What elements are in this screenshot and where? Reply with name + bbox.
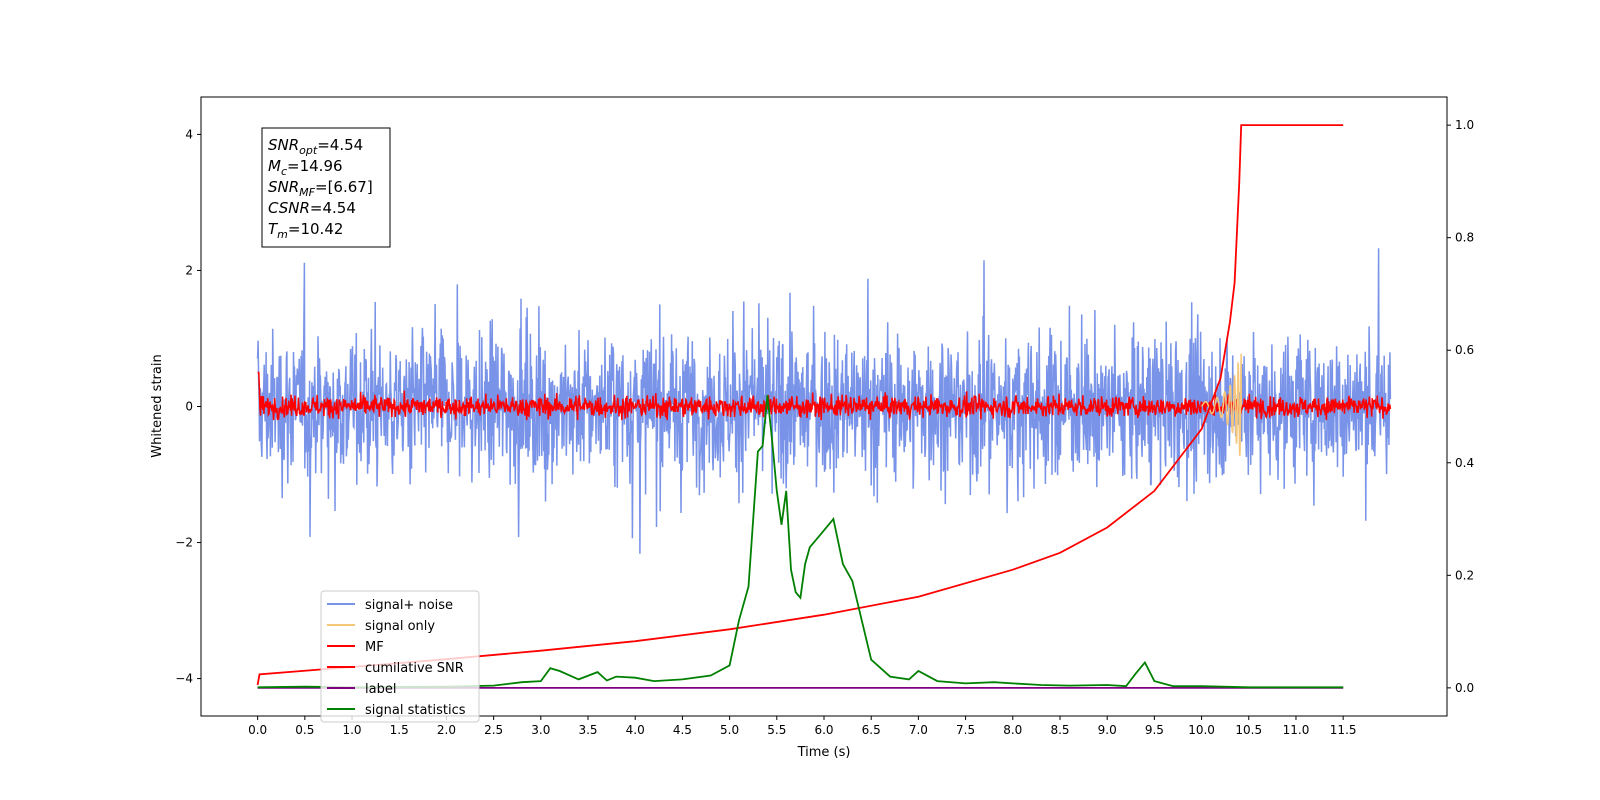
- y-tick-label: 0: [185, 400, 193, 414]
- x-tick-label: 10.0: [1188, 723, 1215, 737]
- x-tick-label: 10.5: [1235, 723, 1262, 737]
- y-axis-label: Whitened strain: [150, 354, 165, 457]
- series-signal-statistics: [257, 395, 1344, 689]
- info-line: Tm=10.42: [268, 220, 343, 241]
- y-tick-label: 4: [185, 127, 193, 141]
- x-tick-label: 3.0: [531, 723, 550, 737]
- x-axis-label: Time (s): [797, 745, 851, 760]
- y2-tick-label: 0.4: [1455, 456, 1474, 470]
- y2-tick-label: 0.2: [1455, 568, 1474, 582]
- legend-frame: [320, 590, 480, 723]
- x-tick-label: 1.5: [390, 723, 409, 737]
- info-line: SNRMF=[6.67]: [268, 178, 373, 199]
- x-tick-label: 0.0: [248, 723, 267, 737]
- x-tick-label: 4.5: [673, 723, 692, 737]
- legend-label: signal+ noise: [365, 598, 453, 613]
- x-tick-label: 5.5: [767, 723, 786, 737]
- y2-axis-ticks: 1.0 0.8 0.6 0.4 0.2 0.0: [1447, 118, 1474, 695]
- x-tick-label: 0.5: [295, 723, 314, 737]
- series-signal-only: [1201, 353, 1242, 456]
- x-tick-label: 8.0: [1003, 723, 1022, 737]
- legend-label: cumilative SNR: [365, 661, 464, 676]
- x-axis-ticks: 0.0 0.5 1.0 1.5 2.0 2.5 3.0 3.5 4.0 4.5 5.0 5.5 6.0 6…: [248, 716, 1357, 737]
- legend-label: label: [365, 682, 396, 697]
- x-tick-label: 2.0: [437, 723, 456, 737]
- x-tick-label: 8.5: [1050, 723, 1069, 737]
- y-axis-ticks: 4 2 0 −2 −4: [175, 127, 201, 686]
- x-tick-label: 4.0: [626, 723, 645, 737]
- x-tick-label: 2.5: [484, 723, 503, 737]
- x-tick-label: 1.0: [342, 723, 361, 737]
- y-tick-label: −2: [175, 536, 193, 550]
- info-box: SNRopt=4.54Mc=14.96SNRMF=[6.67]CSNR=4.54…: [261, 127, 391, 248]
- legend: signal+ noise signal only MF cumilative SNR…: [320, 590, 480, 723]
- series-mf: [257, 371, 1392, 421]
- y2-tick-label: 0.8: [1455, 231, 1474, 245]
- legend-label: signal only: [365, 619, 435, 634]
- info-line: CSNR=4.54: [268, 199, 356, 217]
- x-tick-label: 3.5: [578, 723, 597, 737]
- x-tick-label: 11.0: [1283, 723, 1310, 737]
- y2-tick-label: 1.0: [1455, 118, 1474, 132]
- x-tick-label: 11.5: [1330, 723, 1357, 737]
- x-tick-label: 5.0: [720, 723, 739, 737]
- legend-label: MF: [365, 640, 384, 655]
- info-box-frame: [261, 127, 391, 248]
- y2-tick-label: 0.0: [1455, 681, 1474, 695]
- y2-tick-label: 0.6: [1455, 343, 1474, 357]
- legend-label: signal statistics: [365, 703, 466, 718]
- x-tick-label: 7.0: [909, 723, 928, 737]
- y-tick-label: −4: [175, 672, 193, 686]
- x-tick-label: 7.5: [956, 723, 975, 737]
- info-line: SNRopt=4.54: [268, 136, 363, 157]
- x-tick-label: 6.5: [862, 723, 881, 737]
- info-line: Mc=14.96: [268, 157, 343, 178]
- x-tick-label: 6.0: [814, 723, 833, 737]
- x-tick-label: 9.5: [1145, 723, 1164, 737]
- y-tick-label: 2: [185, 263, 193, 277]
- x-tick-label: 9.0: [1098, 723, 1117, 737]
